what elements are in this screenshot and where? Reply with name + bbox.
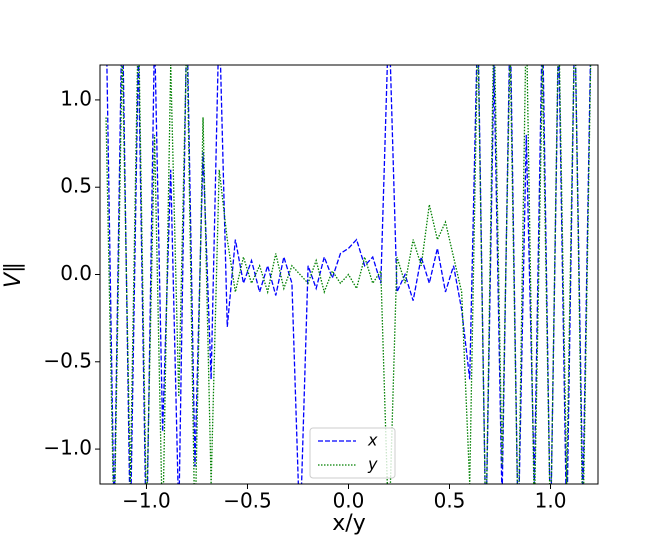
x-tick-label: −0.5 — [223, 489, 272, 513]
y-tick-label: 1.0 — [60, 86, 92, 110]
series-line — [106, 65, 591, 484]
legend: xy — [309, 427, 396, 479]
plot-lines — [105, 65, 592, 484]
x-tick-label: 0.5 — [434, 489, 466, 513]
y-tick-label: −1.0 — [43, 436, 92, 460]
y-tick-label: 0.0 — [60, 261, 92, 285]
legend-box — [309, 427, 396, 479]
legend-label: x — [367, 431, 378, 450]
x-tick-label: 0.0 — [333, 489, 365, 513]
series-line — [105, 65, 592, 484]
y-tick-label: 0.5 — [60, 174, 92, 198]
y-axis-label: V∥ — [1, 262, 26, 288]
legend-label: y — [367, 455, 378, 474]
x-axis-label: x/y — [332, 511, 365, 536]
x-tick-label: 1.0 — [535, 489, 567, 513]
x-tick-label: −1.0 — [122, 489, 171, 513]
y-tick-label: −0.5 — [43, 348, 92, 372]
